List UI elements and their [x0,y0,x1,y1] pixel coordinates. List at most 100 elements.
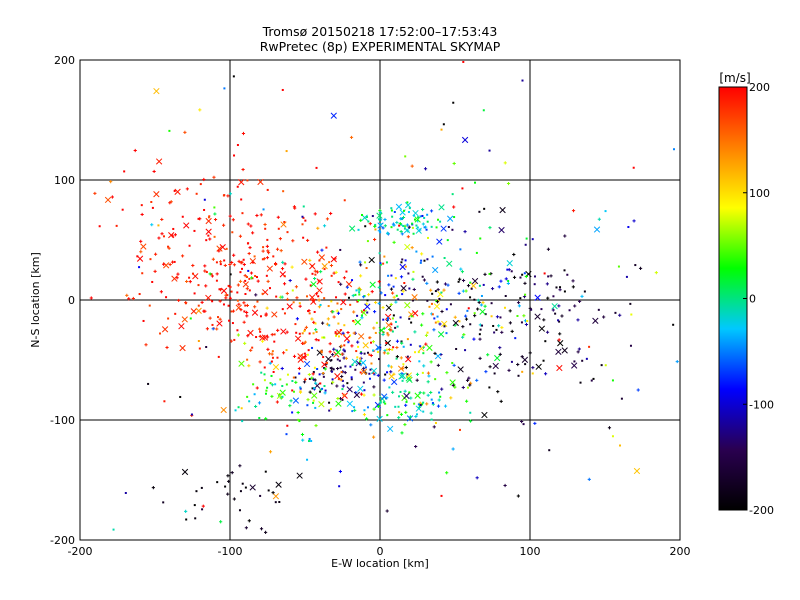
data-point-plus [295,296,299,300]
data-point [350,378,353,381]
data-point-plus [422,391,426,395]
data-point [393,210,396,213]
data-point [335,334,338,337]
data-point [244,486,247,489]
data-point-cross [195,307,202,314]
data-point [223,87,226,90]
data-point-cross [220,406,227,414]
data-point [174,312,177,315]
data-point-cross [294,335,302,342]
data-point-plus [280,366,284,371]
data-point [392,346,395,349]
data-point [434,421,437,424]
data-point-plus [478,356,482,360]
data-point-cross [205,228,212,235]
data-point-plus [499,399,503,403]
data-point [264,392,267,395]
data-point-plus [440,309,444,314]
data-point-plus [306,398,310,402]
data-point-plus [203,269,207,273]
data-point [611,435,614,438]
data-point-plus [261,249,265,253]
data-point-plus [503,161,507,165]
data-point-cross [311,392,318,399]
data-point [374,331,377,334]
data-point-cross [351,358,359,365]
data-point [492,324,495,327]
data-point-plus [410,164,414,168]
data-point [346,382,349,385]
data-point [394,405,397,408]
data-point [347,341,350,344]
data-point [400,261,403,264]
data-point-plus [499,279,503,283]
data-point-cross [395,203,403,210]
data-point-plus [387,364,391,368]
data-point-plus [236,283,240,287]
data-point [431,292,434,295]
data-point-cross [446,260,453,267]
data-point [311,272,314,275]
data-point-plus [320,248,324,252]
data-point-plus [371,340,375,344]
data-point-plus [343,370,347,375]
data-point-plus [316,226,320,230]
data-point-plus [362,295,366,299]
data-point-plus [204,284,208,288]
data-point [559,286,562,289]
data-point [224,485,227,488]
data-point-plus [517,304,521,308]
data-point-plus [310,317,314,321]
data-point [268,287,271,290]
data-point [411,226,414,229]
data-point [239,271,242,274]
data-point-plus [458,277,462,281]
data-point-plus [488,226,492,230]
data-point-plus [453,315,457,319]
data-point [320,351,323,354]
data-point-plus [467,376,471,380]
data-point-plus [331,353,335,357]
data-point [351,363,354,366]
data-point-plus [405,223,410,227]
data-point-plus [285,297,290,301]
data-point-plus [249,271,254,275]
data-point-plus [151,486,155,490]
data-point-plus [356,340,360,344]
data-point-cross [387,425,394,433]
data-point [419,215,422,218]
data-point-cross [178,323,185,330]
data-point [421,275,424,278]
data-point-plus [512,275,517,279]
data-point [579,381,582,384]
data-point [267,489,270,492]
data-point-cross [404,201,412,209]
data-point-cross [481,411,488,419]
data-point [147,382,150,385]
data-point-plus [171,234,175,238]
data-point [272,255,275,258]
data-point [162,501,165,504]
data-point [149,258,152,261]
data-point [398,224,401,227]
data-point-plus [344,356,348,360]
data-point [431,313,434,316]
data-point [308,437,311,440]
data-point-plus [341,384,345,388]
data-point [479,328,482,331]
data-point [248,277,251,280]
data-point-plus [512,252,516,257]
data-point-plus [243,274,247,278]
data-point [255,336,258,339]
data-point [629,302,632,305]
data-point [459,248,462,251]
data-point [311,346,314,349]
data-point-cross [309,263,316,270]
data-point-plus [461,289,466,293]
data-point-cross [266,265,273,272]
data-point [382,318,385,321]
data-point [566,273,569,276]
data-point [291,411,294,414]
data-point [319,303,322,306]
data-point-plus [325,217,330,221]
